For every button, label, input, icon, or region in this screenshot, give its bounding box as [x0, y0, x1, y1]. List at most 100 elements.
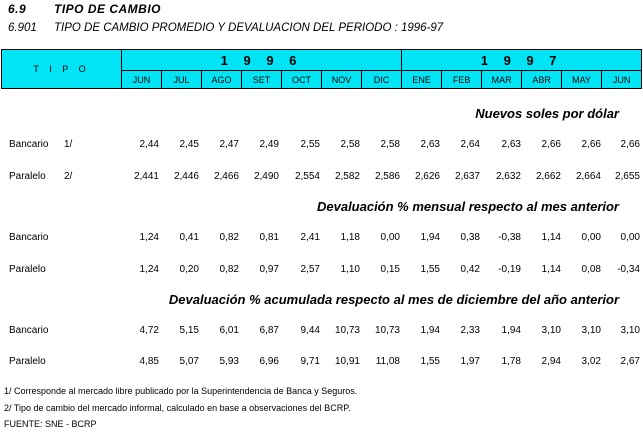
table-cell: 1,18 — [340, 232, 360, 243]
table-cell: 3,10 — [541, 325, 561, 336]
table-cell: 2,446 — [173, 171, 199, 182]
month-header: SET — [241, 70, 282, 89]
month-header: AGO — [201, 70, 242, 89]
table-heading: 6.901 TIPO DE CAMBIO PROMEDIO Y DEVALUACI… — [8, 22, 443, 34]
table-cell: 2,64 — [460, 139, 480, 150]
table-cell: 1,24 — [139, 232, 159, 243]
table-cell: 2,44 — [139, 139, 159, 150]
table-cell: 1,78 — [501, 356, 521, 367]
table-cell: 2,466 — [213, 171, 239, 182]
table-cell: 5,15 — [179, 325, 199, 336]
row-label: Paralelo 2/ — [9, 171, 72, 182]
table-cell: 5,07 — [179, 356, 199, 367]
table-cell: 2,47 — [219, 139, 239, 150]
month-header: OCT — [281, 70, 322, 89]
table-cell: 2,33 — [460, 325, 480, 336]
table-cell: 2,632 — [495, 171, 521, 182]
row-label-text: Paralelo — [9, 356, 46, 367]
table-cell: 0,20 — [179, 264, 199, 275]
table-cell: 2,66 — [620, 139, 640, 150]
month-header: ENE — [401, 70, 443, 89]
table-title: TIPO DE CAMBIO PROMEDIO Y DEVALUACION DE… — [54, 22, 444, 34]
section-title: Devaluación % acumulada respecto al mes … — [168, 292, 619, 307]
row-label: Bancario — [9, 232, 48, 243]
table-cell: 10,73 — [334, 325, 360, 336]
section-number: 6.9 — [8, 2, 27, 16]
table-row: Bancario 1,24 0,41 0,82 0,81 2,41 1,18 0,00 1,94… — [0, 232, 643, 246]
table-cell: -0,19 — [498, 264, 521, 275]
table-cell: 2,490 — [253, 171, 279, 182]
row-footnote-ref: 1/ — [64, 139, 73, 150]
table-cell: 2,554 — [294, 171, 320, 182]
table-cell: 2,63 — [501, 139, 521, 150]
table-cell: 0,00 — [380, 232, 400, 243]
table-cell: 4,72 — [139, 325, 159, 336]
table-cell: 0,82 — [219, 232, 239, 243]
section-title: TIPO DE CAMBIO — [54, 2, 162, 16]
row-label: Bancario 1/ — [9, 139, 72, 150]
table-cell: 10,73 — [374, 325, 400, 336]
tipo-header: T I P O — [1, 49, 122, 89]
table-cell: 4,85 — [139, 356, 159, 367]
table-cell: -0,34 — [617, 264, 640, 275]
month-header: JUN — [601, 70, 643, 89]
row-label-text: Bancario — [9, 325, 49, 336]
table-cell: 2,66 — [541, 139, 561, 150]
table-cell: 2,664 — [575, 171, 601, 182]
table-cell: 1,24 — [139, 264, 159, 275]
table-cell: 2,637 — [454, 171, 480, 182]
table-row: Bancario 4,72 5,15 6,01 6,87 9,44 10,73 10,73 1,… — [0, 325, 643, 339]
table-cell: 6,01 — [219, 325, 239, 336]
footnote-2: 2/ Tipo de cambio del mercado informal, … — [4, 403, 351, 413]
source-note: FUENTE: SNE - BCRP — [4, 419, 97, 429]
row-label-text: Bancario — [9, 232, 49, 243]
table-cell: 6,87 — [259, 325, 279, 336]
month-header: MAR — [481, 70, 523, 89]
table-cell: 3,10 — [620, 325, 640, 336]
table-cell: 2,63 — [420, 139, 440, 150]
table-row: Paralelo 4,85 5,07 5,93 6,96 9,71 10,91 11,08 1,… — [0, 356, 643, 370]
section-title: Nuevos soles por dólar — [475, 106, 619, 121]
table-cell: 1,14 — [541, 264, 561, 275]
table-cell: 0,00 — [620, 232, 640, 243]
year-1996-header: 1 9 9 6 — [120, 49, 403, 71]
table-cell: 1,94 — [420, 325, 440, 336]
month-header: NOV — [321, 70, 362, 89]
table-header: T I P O 1 9 9 6 1 9 9 7 JUN JUL AGO SET … — [1, 49, 643, 89]
table-cell: 2,41 — [300, 232, 320, 243]
table-cell: -0,38 — [498, 232, 521, 243]
section-heading: 6.9 TIPO DE CAMBIO — [8, 2, 161, 16]
table-cell: 1,55 — [420, 264, 440, 275]
row-label: Bancario — [9, 325, 48, 336]
row-label-text: Bancario — [9, 139, 49, 150]
table-cell: 1,94 — [420, 232, 440, 243]
row-footnote-ref: 2/ — [64, 171, 73, 182]
row-label-text: Paralelo — [9, 264, 46, 275]
table-cell: 0,42 — [460, 264, 480, 275]
table-cell: 2,94 — [541, 356, 561, 367]
table-cell: 2,58 — [380, 139, 400, 150]
table-cell: 5,93 — [219, 356, 239, 367]
table-cell: 3,10 — [581, 325, 601, 336]
table-cell: 2,662 — [535, 171, 561, 182]
table-cell: 2,655 — [614, 171, 640, 182]
table-cell: 9,44 — [300, 325, 320, 336]
table-cell: 1,97 — [460, 356, 480, 367]
month-header: ABR — [521, 70, 563, 89]
table-cell: 2,58 — [340, 139, 360, 150]
table-cell: 0,82 — [219, 264, 239, 275]
table-cell: 3,02 — [581, 356, 601, 367]
year-1997-header: 1 9 9 7 — [401, 49, 643, 71]
table-cell: 0,81 — [259, 232, 279, 243]
table-cell: 1,14 — [541, 232, 561, 243]
month-header: DIC — [360, 70, 403, 89]
table-cell: 2,626 — [414, 171, 440, 182]
table-number: 6.901 — [8, 22, 37, 34]
table-cell: 0,38 — [460, 232, 480, 243]
table-cell: 0,08 — [581, 264, 601, 275]
table-cell: 0,15 — [380, 264, 400, 275]
table-row: Bancario 1/2,44 2,45 2,47 2,49 2,55 2,58 2,58 2,… — [0, 139, 643, 153]
table-cell: 1,94 — [501, 325, 521, 336]
table-cell: 9,71 — [300, 356, 320, 367]
table-cell: 10,91 — [334, 356, 360, 367]
